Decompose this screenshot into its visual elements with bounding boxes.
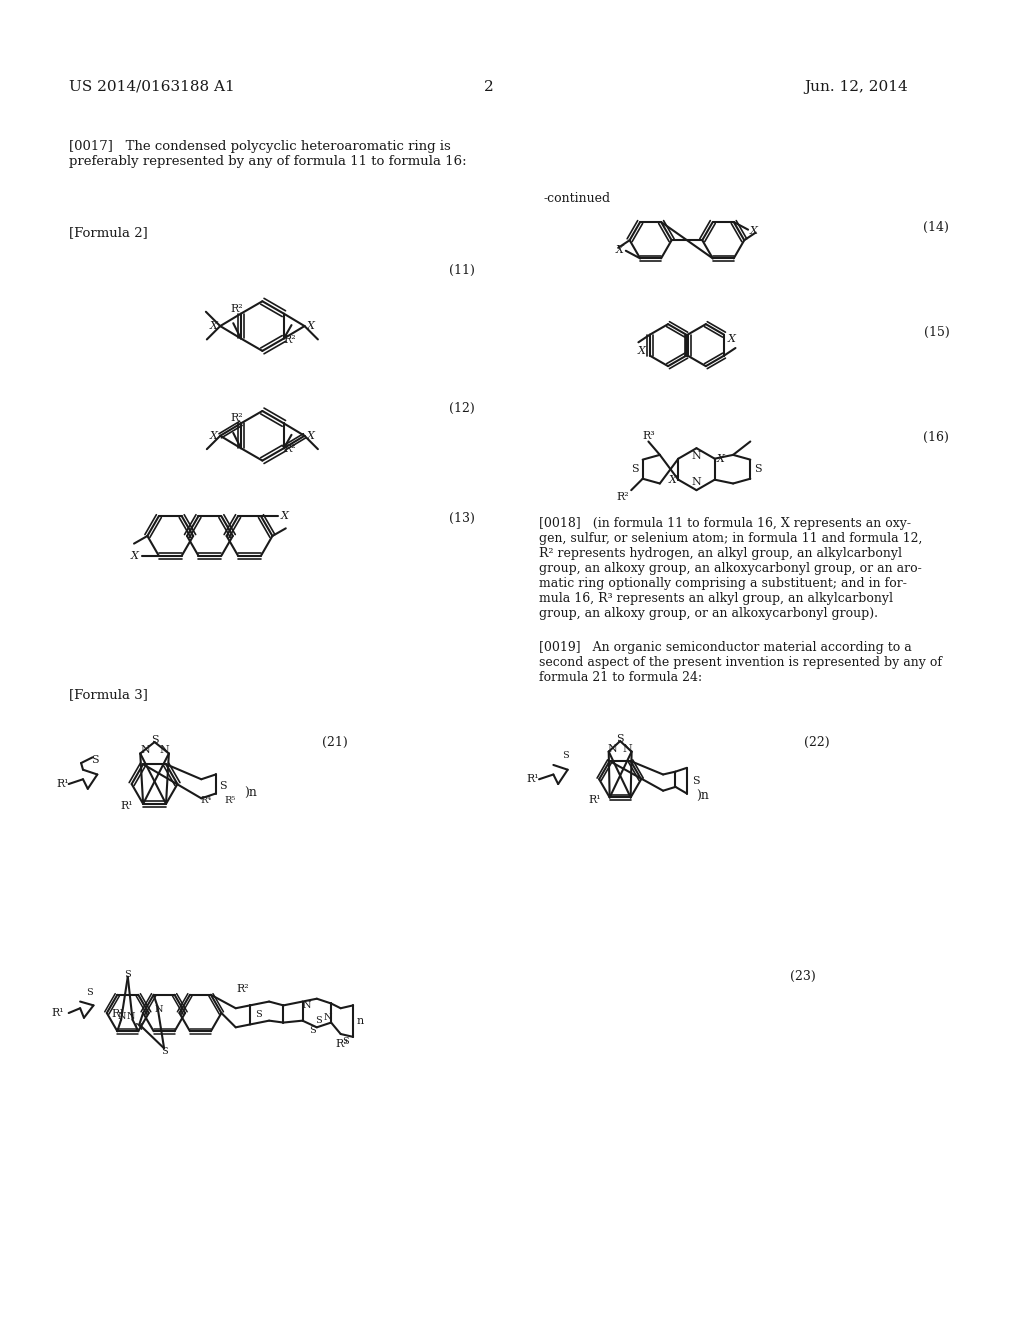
Text: R²: R² <box>230 413 244 424</box>
Text: N: N <box>134 1023 142 1032</box>
Text: R²: R² <box>284 335 296 345</box>
Text: S: S <box>219 781 227 791</box>
Text: X: X <box>281 511 289 521</box>
Text: N: N <box>324 1014 333 1022</box>
Text: (14): (14) <box>924 222 949 234</box>
Text: X: X <box>306 430 314 441</box>
Text: (11): (11) <box>450 264 475 277</box>
Text: N: N <box>623 743 633 754</box>
Text: R¹: R¹ <box>121 801 133 812</box>
Text: R⁴: R⁴ <box>201 796 212 805</box>
Text: R¹: R¹ <box>588 795 601 804</box>
Text: N: N <box>607 743 617 754</box>
Text: N: N <box>159 744 169 755</box>
Text: n: n <box>357 1015 365 1026</box>
Text: R¹: R¹ <box>526 775 539 784</box>
Text: X: X <box>717 454 724 463</box>
Text: N: N <box>140 744 150 755</box>
Text: S: S <box>86 987 93 997</box>
Text: -continued: -continued <box>544 193 611 206</box>
Text: N: N <box>118 1012 126 1022</box>
Text: (16): (16) <box>924 432 949 444</box>
Text: )n: )n <box>696 789 710 803</box>
Text: (12): (12) <box>450 403 475 416</box>
Text: X: X <box>669 475 677 484</box>
Text: [Formula 2]: [Formula 2] <box>69 226 147 239</box>
Text: X: X <box>616 244 624 255</box>
Text: (21): (21) <box>323 737 348 750</box>
Text: N: N <box>155 1005 163 1014</box>
Text: S: S <box>125 970 131 979</box>
Text: S: S <box>562 751 569 760</box>
Text: S: S <box>151 735 159 746</box>
Text: S: S <box>91 755 99 766</box>
Text: R³: R³ <box>335 1039 348 1049</box>
Text: N: N <box>691 451 701 461</box>
Text: X: X <box>637 346 645 356</box>
Text: (23): (23) <box>790 970 816 983</box>
Text: R¹: R¹ <box>51 1008 63 1018</box>
Text: R²: R² <box>236 983 249 994</box>
Text: R²: R² <box>616 492 630 502</box>
Text: X: X <box>306 321 314 331</box>
Text: )n: )n <box>245 787 257 800</box>
Text: [0017]   The condensed polycyclic heteroaromatic ring is
preferably represented : [0017] The condensed polycyclic heteroar… <box>69 140 466 168</box>
Text: S: S <box>616 734 624 744</box>
Text: R⁵: R⁵ <box>224 796 236 805</box>
Text: S: S <box>161 1047 168 1056</box>
Text: X: X <box>210 321 217 331</box>
Text: 2: 2 <box>483 81 494 94</box>
Text: S: S <box>754 465 762 474</box>
Text: S: S <box>315 1016 323 1026</box>
Text: N: N <box>691 478 701 487</box>
Text: R³: R³ <box>642 430 654 441</box>
Text: S: S <box>308 1026 315 1035</box>
Text: S: S <box>631 465 639 474</box>
Text: [Formula 3]: [Formula 3] <box>69 688 147 701</box>
Text: S: S <box>692 776 699 787</box>
Text: N: N <box>303 1001 311 1010</box>
Text: X: X <box>728 334 735 345</box>
Text: (13): (13) <box>450 512 475 525</box>
Text: R¹: R¹ <box>111 1010 124 1019</box>
Text: (15): (15) <box>924 326 949 339</box>
Text: X: X <box>750 226 758 235</box>
Text: (22): (22) <box>805 737 830 750</box>
Text: US 2014/0163188 A1: US 2014/0163188 A1 <box>69 81 234 94</box>
Text: R²: R² <box>230 304 244 314</box>
Text: X: X <box>131 550 139 561</box>
Text: S: S <box>342 1038 349 1047</box>
Text: X: X <box>210 430 217 441</box>
Text: N: N <box>126 1012 135 1022</box>
Text: R²: R² <box>284 445 296 454</box>
Text: [0018]   (in formula 11 to formula 16, X represents an oxy-
gen, sulfur, or sele: [0018] (in formula 11 to formula 16, X r… <box>539 517 923 620</box>
Text: R¹: R¹ <box>56 779 69 789</box>
Text: Jun. 12, 2014: Jun. 12, 2014 <box>805 81 908 94</box>
Text: S: S <box>255 1010 261 1019</box>
Text: [0019]   An organic semiconductor material according to a
second aspect of the p: [0019] An organic semiconductor material… <box>539 642 942 684</box>
